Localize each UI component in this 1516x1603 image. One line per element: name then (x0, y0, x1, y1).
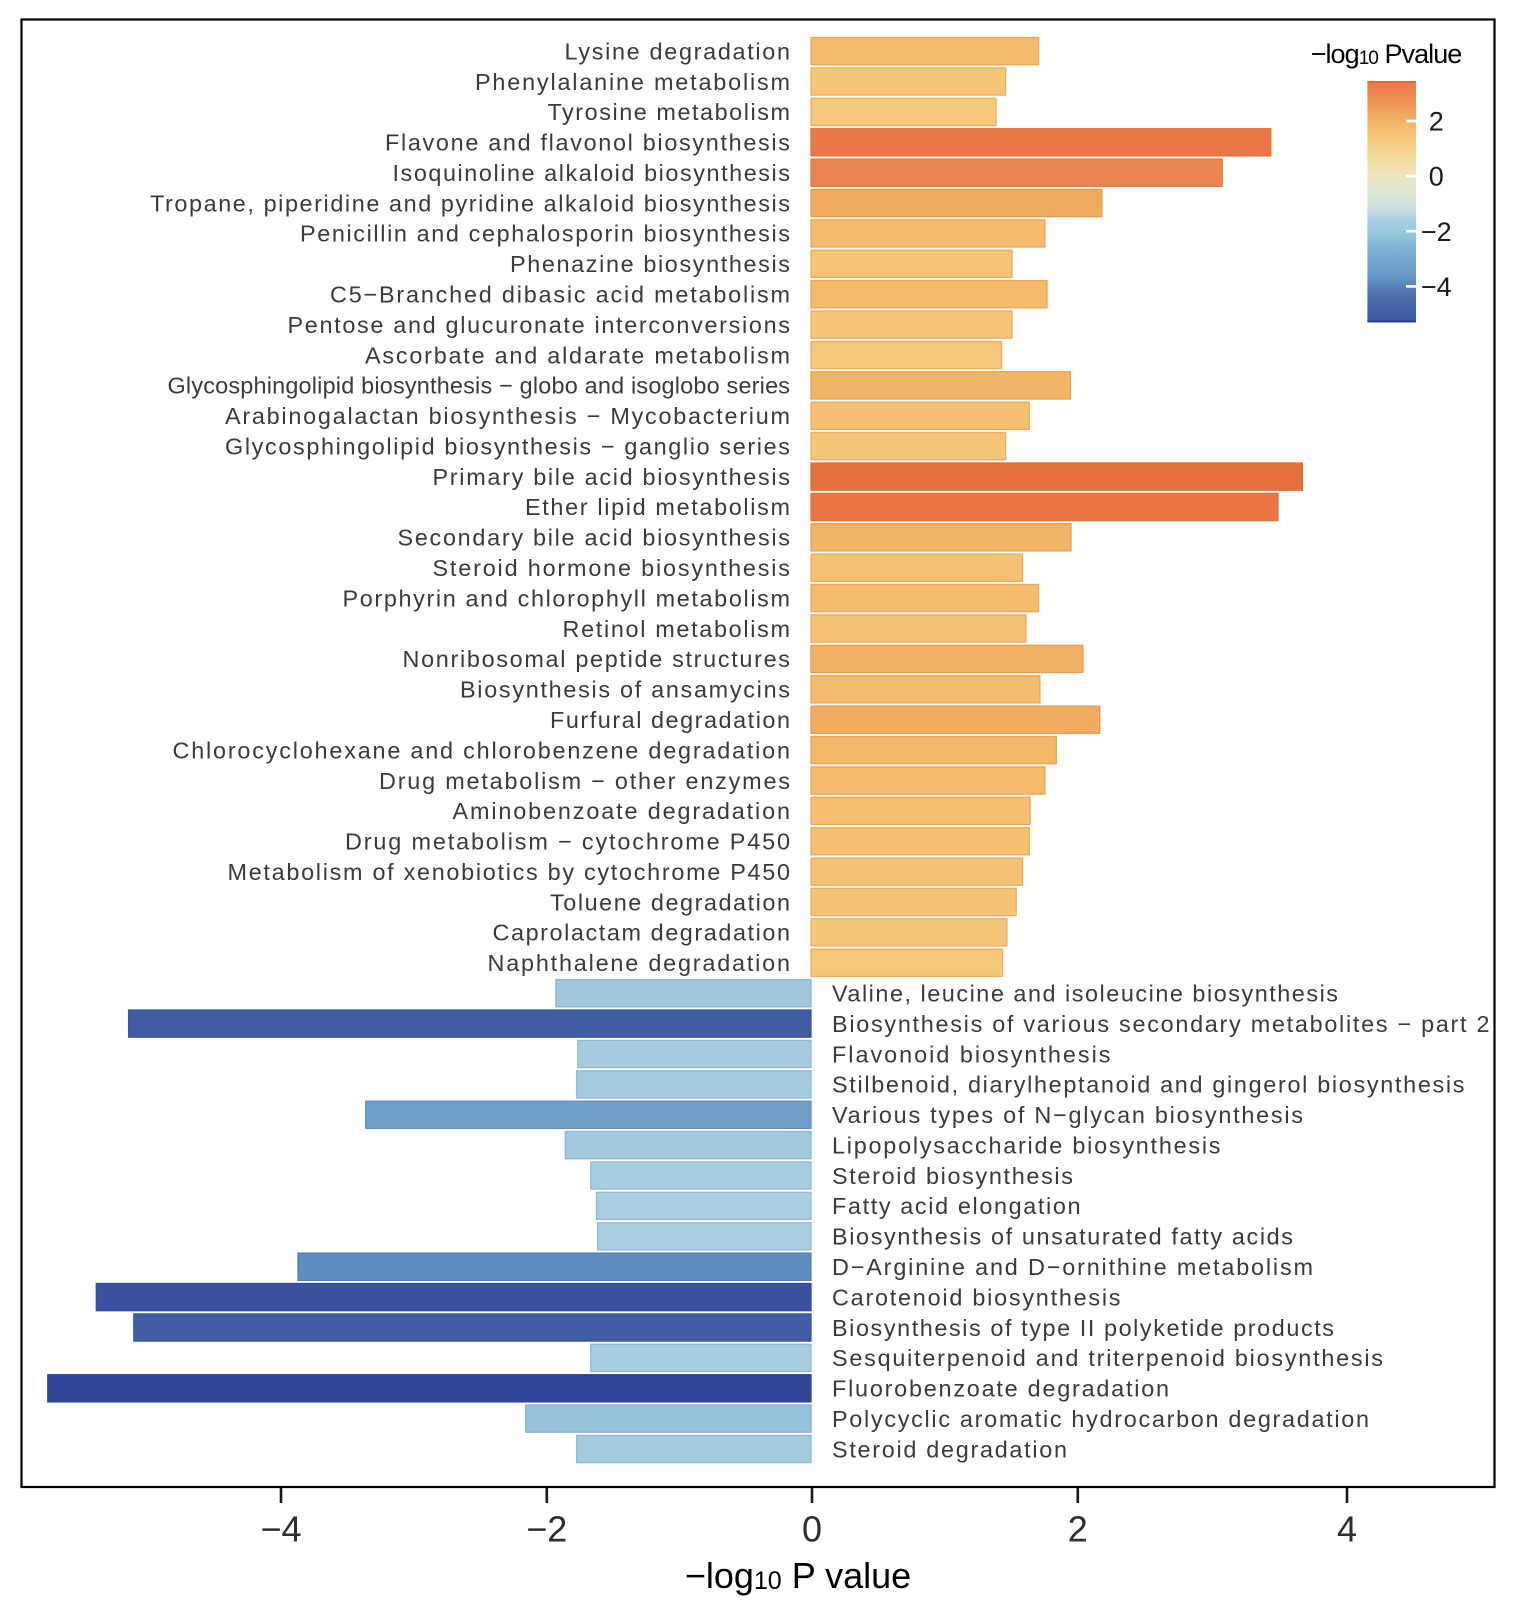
svg-text:Various types of N−glycan bios: Various types of N−glycan biosynthesis (832, 1102, 1303, 1128)
svg-text:−log10 P value: −log10 P value (685, 1555, 911, 1596)
svg-text:Fluorobenzoate degradation: Fluorobenzoate degradation (832, 1376, 1169, 1402)
svg-text:Tyrosine metabolism: Tyrosine metabolism (548, 99, 791, 125)
svg-text:D−Arginine and D−ornithine met: D−Arginine and D−ornithine metabolism (832, 1254, 1313, 1280)
svg-text:Biosynthesis of various second: Biosynthesis of various secondary metabo… (832, 1011, 1490, 1037)
svg-text:4: 4 (1337, 1509, 1357, 1550)
svg-text:Porphyrin and chlorophyll meta: Porphyrin and chlorophyll metabolism (343, 585, 791, 611)
svg-text:Pentose and glucuronate interc: Pentose and glucuronate interconversions (288, 312, 791, 338)
svg-text:Toluene degradation: Toluene degradation (550, 889, 790, 915)
svg-text:−log10 Pvalue: −log10 Pvalue (1311, 39, 1462, 69)
svg-text:Tropane, piperidine and pyridi: Tropane, piperidine and pyridine alkaloi… (150, 190, 790, 216)
svg-text:−2: −2 (1421, 217, 1452, 247)
svg-text:Biosynthesis of ansamycins: Biosynthesis of ansamycins (460, 677, 790, 703)
svg-text:C5−Branched dibasic acid metab: C5−Branched dibasic acid metabolism (330, 282, 790, 308)
svg-text:Steroid biosynthesis: Steroid biosynthesis (832, 1163, 1073, 1189)
svg-text:Carotenoid biosynthesis: Carotenoid biosynthesis (832, 1284, 1121, 1310)
svg-text:0: 0 (802, 1509, 822, 1550)
svg-text:Nonribosomal peptide structure: Nonribosomal peptide structures (403, 646, 791, 672)
svg-text:Flavone and flavonol biosynthe: Flavone and flavonol biosynthesis (385, 130, 790, 156)
svg-text:Drug metabolism − other enzyme: Drug metabolism − other enzymes (379, 768, 790, 794)
svg-text:−4: −4 (1421, 272, 1452, 302)
svg-text:Penicillin and cephalosporin b: Penicillin and cephalosporin biosynthesi… (300, 221, 790, 247)
svg-text:Furfural degradation: Furfural degradation (550, 707, 790, 733)
svg-text:Polycyclic aromatic hydrocarbo: Polycyclic aromatic hydrocarbon degradat… (832, 1406, 1369, 1432)
svg-text:Valine, leucine and isoleucine: Valine, leucine and isoleucine biosynthe… (832, 981, 1338, 1007)
svg-text:Stilbenoid, diarylheptanoid an: Stilbenoid, diarylheptanoid and gingerol… (832, 1072, 1465, 1098)
svg-text:Ether lipid metabolism: Ether lipid metabolism (525, 494, 790, 520)
svg-text:Aminobenzoate degradation: Aminobenzoate degradation (453, 798, 791, 824)
svg-text:Drug metabolism − cytochrome P: Drug metabolism − cytochrome P450 (345, 829, 790, 855)
svg-text:−4: −4 (260, 1509, 301, 1550)
svg-text:Chlorocyclohexane and chlorobe: Chlorocyclohexane and chlorobenzene degr… (173, 737, 791, 763)
svg-text:Retinol metabolism: Retinol metabolism (563, 616, 791, 642)
svg-text:Biosynthesis of unsaturated fa: Biosynthesis of unsaturated fatty acids (832, 1224, 1293, 1250)
svg-text:−2: −2 (526, 1509, 567, 1550)
svg-text:Steroid hormone biosynthesis: Steroid hormone biosynthesis (433, 555, 791, 581)
svg-text:2: 2 (1429, 107, 1444, 137)
svg-text:Biosynthesis of type II polyke: Biosynthesis of type II polyketide produ… (832, 1315, 1334, 1341)
svg-text:2: 2 (1068, 1509, 1088, 1550)
svg-text:Ascorbate and aldarate metabol: Ascorbate and aldarate metabolism (365, 342, 790, 368)
svg-text:Isoquinoline alkaloid biosynth: Isoquinoline alkaloid biosynthesis (393, 160, 791, 186)
svg-text:Glycosphingolipid biosynthesis: Glycosphingolipid biosynthesis − globo a… (168, 373, 791, 399)
svg-text:Flavonoid biosynthesis: Flavonoid biosynthesis (832, 1041, 1111, 1067)
svg-text:Secondary bile acid biosynthes: Secondary bile acid biosynthesis (398, 525, 791, 551)
svg-text:Lysine degradation: Lysine degradation (565, 38, 791, 64)
svg-text:0: 0 (1429, 162, 1444, 192)
svg-text:Glycosphingolipid biosynthesis: Glycosphingolipid biosynthesis − ganglio… (225, 434, 790, 460)
svg-text:Phenylalanine metabolism: Phenylalanine metabolism (475, 69, 790, 95)
svg-text:Phenazine biosynthesis: Phenazine biosynthesis (510, 251, 790, 277)
svg-text:Steroid degradation: Steroid degradation (832, 1436, 1067, 1462)
svg-text:Sesquiterpenoid and triterpeno: Sesquiterpenoid and triterpenoid biosynt… (832, 1345, 1383, 1371)
svg-text:Arabinogalactan biosynthesis −: Arabinogalactan biosynthesis − Mycobacte… (225, 403, 790, 429)
